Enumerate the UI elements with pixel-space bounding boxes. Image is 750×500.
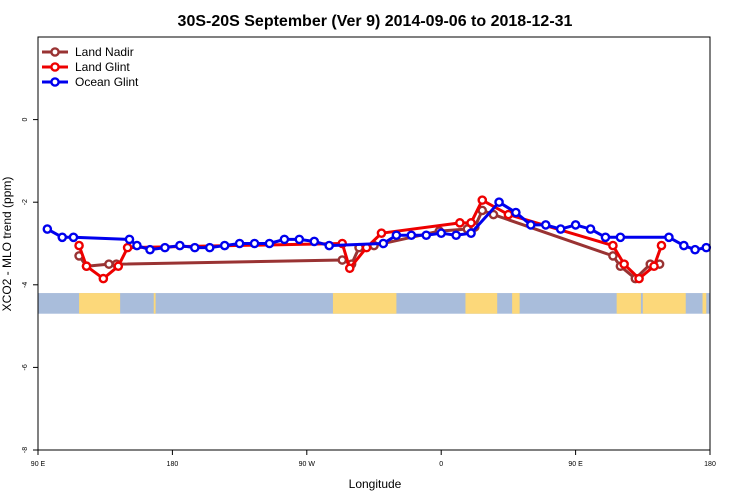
data-point-land-glint <box>608 240 618 251</box>
data-point-ocean-glint <box>57 232 68 243</box>
data-point-ocean-glint <box>249 238 260 249</box>
data-point-land-glint <box>634 273 644 284</box>
data-point-ocean-glint <box>526 220 536 230</box>
data-point-ocean-glint <box>494 197 504 207</box>
data-point-ocean-glint <box>264 238 275 249</box>
map-strip <box>38 293 710 314</box>
legend-label: Land Glint <box>75 60 130 74</box>
data-point-ocean-glint <box>679 240 689 251</box>
data-point-ocean-glint <box>175 240 185 251</box>
data-point-ocean-glint <box>511 207 521 218</box>
data-point-land-glint <box>455 218 465 228</box>
map-land <box>616 293 641 314</box>
data-point-ocean-glint <box>466 228 476 238</box>
data-point-ocean-glint <box>540 220 551 230</box>
data-point-land-glint <box>376 228 387 238</box>
data-point-ocean-glint <box>451 230 461 241</box>
legend-item-land-nadir: Land Nadir <box>42 45 134 59</box>
data-point-ocean-glint <box>664 232 674 243</box>
data-point-ocean-glint <box>145 244 155 255</box>
y-tick-label: -8 <box>22 447 29 453</box>
legend-label: Ocean Glint <box>75 75 139 89</box>
data-point-ocean-glint <box>378 238 389 249</box>
x-axis: 90 E 180 90 W 0 90 E 180 <box>31 450 716 468</box>
x-axis-label: Longitude <box>349 477 402 491</box>
y-tick-label: -2 <box>22 199 29 205</box>
map-land <box>512 293 520 314</box>
data-point-ocean-glint <box>68 232 79 243</box>
data-point-ocean-glint <box>615 232 626 243</box>
data-point-ocean-glint <box>124 234 135 245</box>
map-land <box>79 293 121 314</box>
map-land <box>153 293 156 314</box>
plot-frame <box>37 36 711 451</box>
data-point-ocean-glint <box>600 232 611 243</box>
data-point-land-glint <box>81 261 92 272</box>
x-tick-label: 180 <box>167 461 179 468</box>
series-ocean-glint <box>42 197 712 255</box>
legend-item-ocean-glint: Ocean Glint <box>42 75 139 89</box>
data-point-land-glint <box>344 263 355 274</box>
data-point-land-glint <box>503 209 514 220</box>
y-axis-label: XCO2 - MLO trend (ppm) <box>0 177 14 312</box>
x-tick-label: 90 W <box>299 461 316 468</box>
x-tick-label: 180 <box>704 461 716 468</box>
legend-marker <box>50 77 60 87</box>
data-point-ocean-glint <box>234 238 245 249</box>
data-point-ocean-glint <box>324 240 335 251</box>
legend-label: Land Nadir <box>75 45 134 59</box>
legend-marker <box>50 47 60 57</box>
data-point-ocean-glint <box>570 220 581 230</box>
series-layer <box>42 195 712 284</box>
x-tick-label: 90 E <box>568 461 583 468</box>
data-point-ocean-glint <box>294 234 305 245</box>
y-tick-label: 0 <box>22 118 29 122</box>
legend-marker <box>50 62 60 72</box>
x-tick-label: 90 E <box>31 461 46 468</box>
y-tick-label: -6 <box>22 364 29 370</box>
data-point-land-glint <box>113 261 124 272</box>
data-point-land-nadir <box>608 251 618 261</box>
data-point-ocean-glint <box>279 234 290 245</box>
data-point-ocean-glint <box>204 242 215 253</box>
map-land <box>702 293 707 314</box>
data-point-ocean-glint <box>189 242 200 253</box>
data-point-land-glint <box>619 259 629 269</box>
data-point-land-glint <box>466 218 476 228</box>
data-point-ocean-glint <box>42 224 53 234</box>
data-point-ocean-glint <box>555 224 566 234</box>
map-land <box>642 293 686 314</box>
data-point-land-nadir <box>337 255 348 265</box>
data-point-land-glint <box>122 242 133 253</box>
data-point-ocean-glint <box>132 240 142 251</box>
data-point-ocean-glint <box>436 228 447 238</box>
data-point-land-glint <box>74 240 84 251</box>
data-point-land-glint <box>656 240 667 251</box>
data-point-ocean-glint <box>219 240 230 251</box>
map-land <box>465 293 498 314</box>
x-tick-label: 0 <box>439 461 443 468</box>
data-point-ocean-glint <box>160 242 170 253</box>
data-point-land-glint <box>649 261 659 272</box>
legend-item-land-glint: Land Glint <box>42 60 130 74</box>
data-point-ocean-glint <box>701 242 712 253</box>
data-point-ocean-glint <box>406 230 417 241</box>
map-land <box>332 293 397 314</box>
y-tick-label: -4 <box>22 282 29 288</box>
data-point-ocean-glint <box>309 236 320 247</box>
y-axis: 0 -2 -4 -6 -8 <box>22 118 38 453</box>
data-point-ocean-glint <box>391 230 402 241</box>
chart-title: 30S-20S September (Ver 9) 2014-09-06 to … <box>178 13 573 30</box>
data-point-ocean-glint <box>690 244 700 255</box>
data-point-ocean-glint <box>585 224 596 234</box>
data-point-land-glint <box>477 195 488 205</box>
data-point-land-nadir <box>104 259 114 269</box>
data-point-ocean-glint <box>421 230 432 241</box>
data-point-land-glint <box>98 273 109 284</box>
